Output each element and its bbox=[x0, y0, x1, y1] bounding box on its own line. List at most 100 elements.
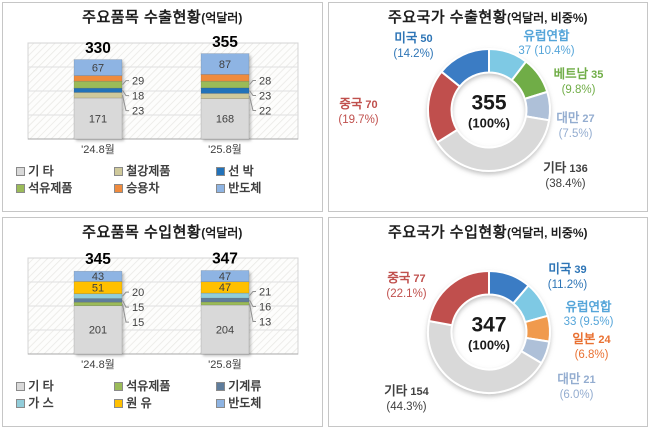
bar-segment bbox=[201, 53, 250, 75]
country-value: 24 bbox=[595, 334, 611, 346]
country-value: 154 bbox=[407, 386, 429, 398]
legend-swatch bbox=[16, 382, 26, 391]
legend-item: 기 타 bbox=[16, 165, 114, 178]
bar bbox=[74, 270, 123, 355]
bar-side-label: 22 bbox=[259, 105, 271, 117]
bar-side-label: 20 bbox=[132, 287, 144, 299]
legend-swatch bbox=[216, 184, 226, 193]
bar-segment bbox=[74, 80, 123, 89]
donut-ring bbox=[426, 48, 551, 172]
bar-side-label: 21 bbox=[259, 286, 271, 298]
country-pct: (7.5%) bbox=[558, 128, 593, 140]
bar-side-label: 15 bbox=[132, 302, 144, 314]
bar-segment bbox=[201, 270, 250, 283]
title-unit: (억달러, 비중%) bbox=[507, 11, 588, 25]
bar-segment bbox=[74, 59, 123, 76]
leader-line bbox=[122, 303, 130, 323]
bar-segment bbox=[74, 75, 123, 82]
title-text: 주요품목 수출현황 bbox=[82, 9, 202, 26]
country-pct: (6.0%) bbox=[559, 389, 594, 401]
x-axis-label: '24.8월 bbox=[81, 358, 115, 371]
bar-side-label: 15 bbox=[132, 317, 144, 329]
country-name-line: 베트남 35 bbox=[539, 67, 619, 83]
bar-segment bbox=[74, 293, 123, 299]
leader-line bbox=[249, 90, 257, 97]
leader-line bbox=[122, 291, 130, 297]
bar-segment bbox=[201, 301, 250, 306]
legend-item: 석유제품 bbox=[114, 380, 216, 393]
title-text: 주요국가 수출현황 bbox=[387, 9, 508, 26]
bar-value-label: 171 bbox=[89, 113, 107, 125]
country-name-line: 유럽연합 bbox=[549, 300, 629, 315]
legend-label: 철강제품 bbox=[126, 164, 171, 178]
bar-value-label: 87 bbox=[219, 59, 231, 71]
legend-swatch bbox=[16, 184, 26, 193]
panel-title: 주요국가 수출현황(억달러, 비중%) bbox=[329, 9, 648, 27]
bar-segment bbox=[74, 87, 123, 93]
donut-country-label: 대만 21 (6.0%) bbox=[537, 372, 617, 403]
donut-country-label: 미국 50 (14.2%) bbox=[374, 31, 454, 62]
country-name: 일본 bbox=[572, 332, 596, 346]
legend-item: 반도체 bbox=[216, 397, 308, 410]
bar-value-label: 204 bbox=[216, 324, 234, 336]
leader-line bbox=[122, 95, 130, 112]
country-name-line: 유럽연합 bbox=[507, 29, 587, 44]
country-name: 중국 bbox=[387, 271, 411, 285]
country-value: 39 bbox=[571, 264, 587, 276]
bar bbox=[201, 53, 250, 140]
donut-country-label: 일본 24 (6.8%) bbox=[552, 332, 632, 363]
legend-label: 석유제품 bbox=[126, 379, 171, 393]
country-name: 유럽연합 bbox=[523, 29, 570, 43]
donut-ring bbox=[426, 270, 551, 394]
bar-segment bbox=[74, 270, 123, 282]
legend-swatch bbox=[216, 167, 226, 176]
legend-item: 반도체 bbox=[216, 182, 308, 195]
bar-segment bbox=[74, 301, 123, 307]
leader-line bbox=[249, 95, 257, 112]
country-name: 미국 bbox=[394, 31, 418, 45]
country-pct: (6.8%) bbox=[574, 349, 609, 361]
donut-slice bbox=[426, 320, 542, 394]
bar-segment bbox=[201, 74, 250, 82]
country-name: 기타 bbox=[543, 161, 567, 175]
title-unit: (억달러) bbox=[201, 226, 243, 240]
country-pct: (14.2%) bbox=[393, 48, 434, 60]
bar-value-label: 201 bbox=[89, 325, 107, 337]
export-items-chart: 171 67 29 18 23 330 '24.8월 168 87 28 23 22 355 '25.8월 bbox=[27, 34, 299, 156]
bar-total: 355 bbox=[212, 34, 238, 51]
country-value: 50 bbox=[417, 33, 433, 45]
country-value: 70 bbox=[362, 99, 378, 111]
legend-swatch bbox=[216, 399, 226, 408]
bar-side-label: 23 bbox=[132, 105, 144, 117]
legend-swatch bbox=[114, 167, 124, 176]
donut-center-pct: (100%) bbox=[468, 116, 510, 131]
legend-item: 기 타 bbox=[16, 380, 114, 393]
legend-swatch bbox=[114, 382, 124, 391]
country-name-line: 중국 70 bbox=[328, 97, 398, 113]
donut-country-label: 베트남 35 (9.8%) bbox=[539, 67, 619, 98]
country-name-line: 미국 50 bbox=[374, 31, 454, 47]
donut-country-label: 중국 77 (22.1%) bbox=[367, 271, 447, 302]
country-pct: 33 (9.5%) bbox=[563, 316, 614, 328]
bar-total: 330 bbox=[85, 40, 111, 57]
legend-item: 기계류 bbox=[216, 380, 308, 393]
bar bbox=[201, 270, 250, 355]
donut-country-label: 중국 70 (19.7%) bbox=[328, 97, 398, 128]
leader-line bbox=[249, 303, 257, 323]
donut-slice bbox=[440, 48, 490, 88]
bar-segment bbox=[74, 97, 123, 140]
bar-segment bbox=[74, 92, 123, 99]
legend-item: 원 유 bbox=[114, 397, 216, 410]
country-pct: (9.8%) bbox=[561, 84, 596, 96]
legend-item: 승용차 bbox=[114, 182, 216, 195]
country-pct: (19.7%) bbox=[338, 114, 379, 126]
leader-line bbox=[122, 90, 130, 97]
title-text: 주요품목 수입현황 bbox=[82, 224, 202, 241]
donut-country-label: 미국 39 (11.2%) bbox=[528, 262, 608, 293]
country-name-line: 일본 24 bbox=[552, 332, 632, 348]
bar-total: 345 bbox=[85, 251, 111, 268]
legend-item: 석유제품 bbox=[16, 182, 114, 195]
panel-title: 주요국가 수입현황(억달러, 비중%) bbox=[329, 224, 648, 242]
bar-value-label: 51 bbox=[92, 282, 104, 294]
